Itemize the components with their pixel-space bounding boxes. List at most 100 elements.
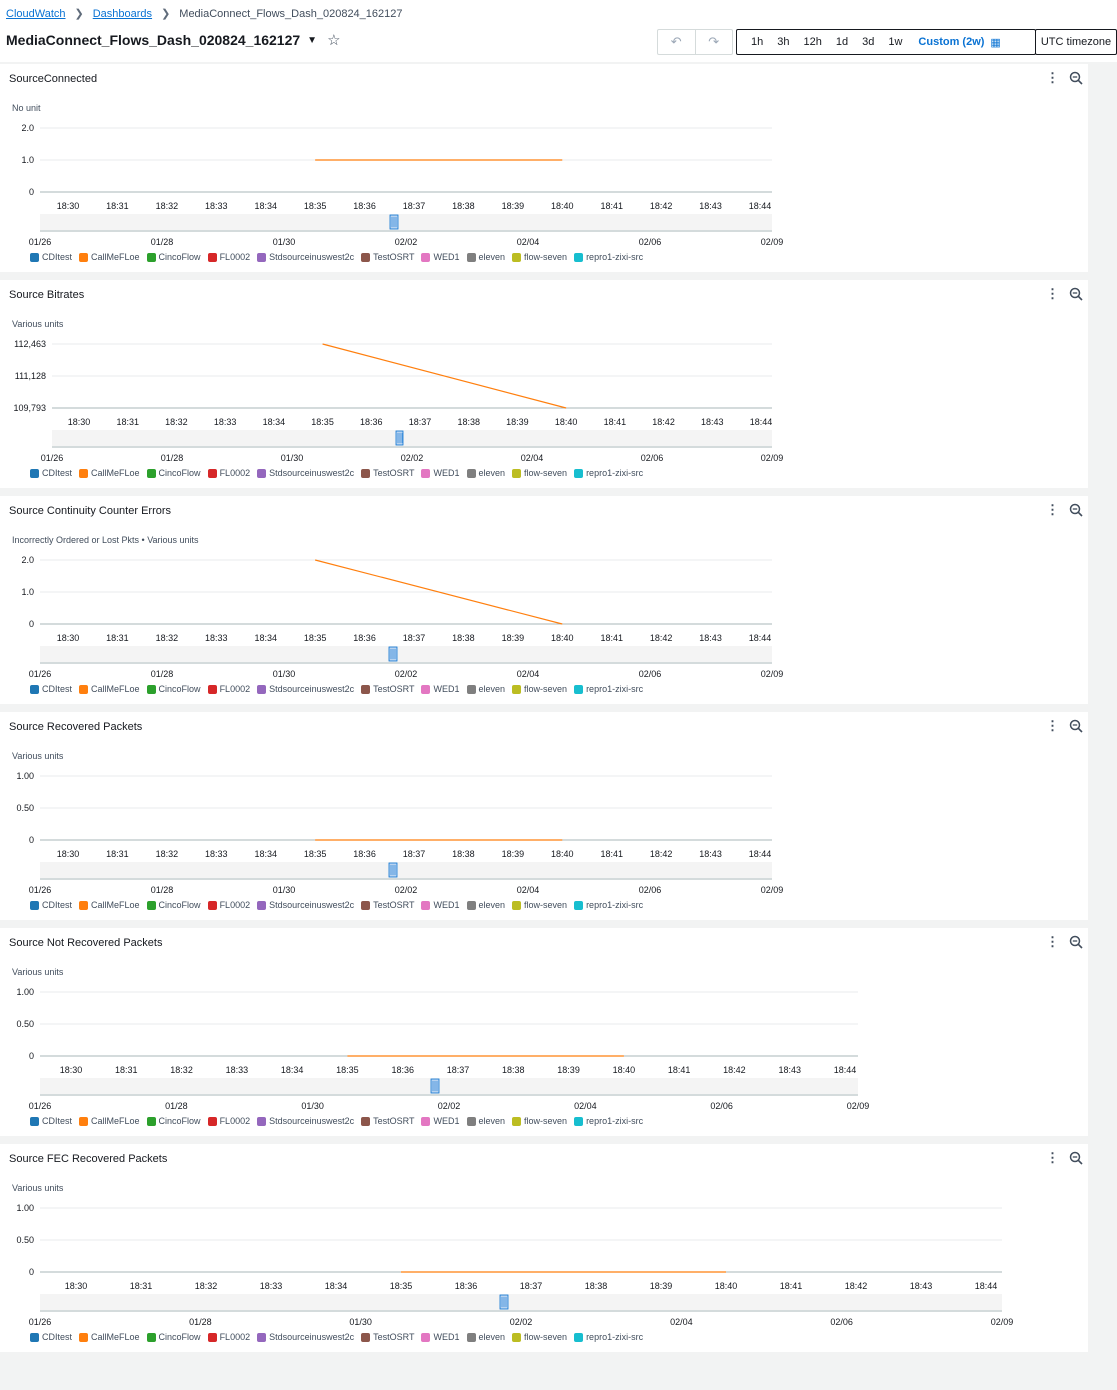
widget-actions-menu-icon[interactable]: ⋮ [1046, 718, 1059, 733]
legend-item[interactable]: CDItest [30, 468, 72, 478]
legend-item[interactable]: CincoFlow [146, 1332, 201, 1342]
legend-item[interactable]: CallMeFLoe [79, 1116, 140, 1126]
legend-swatch [207, 252, 217, 262]
legend-item[interactable]: WED1 [421, 1332, 460, 1342]
time-navigator[interactable] [40, 1078, 858, 1094]
legend-item[interactable]: FL0002 [207, 684, 250, 694]
legend-item[interactable]: repro1-zixi-src [574, 468, 643, 478]
timezone-dropdown[interactable]: UTC timezone [1035, 29, 1117, 55]
legend-item[interactable]: CincoFlow [146, 1116, 201, 1126]
legend-item[interactable]: FL0002 [207, 468, 250, 478]
legend-item[interactable]: eleven [466, 1116, 505, 1126]
legend-item[interactable]: CallMeFLoe [79, 252, 140, 262]
widget-actions-menu-icon[interactable]: ⋮ [1046, 1150, 1059, 1165]
calendar-icon[interactable]: ▦ [990, 36, 1001, 49]
legend-item[interactable]: flow-seven [512, 468, 567, 478]
legend-item[interactable]: repro1-zixi-src [574, 684, 643, 694]
zoom-out-icon[interactable] [1069, 71, 1083, 85]
legend-item[interactable]: flow-seven [512, 900, 567, 910]
legend-item[interactable]: eleven [466, 684, 505, 694]
widget-actions-menu-icon[interactable]: ⋮ [1046, 70, 1059, 85]
range-1d-button[interactable]: 1d [835, 36, 849, 48]
widget-actions-menu-icon[interactable]: ⋮ [1046, 286, 1059, 301]
legend-item[interactable]: Stdsourceinuswest2c [257, 900, 354, 910]
legend-item[interactable]: Stdsourceinuswest2c [257, 1332, 354, 1342]
legend-item[interactable]: WED1 [421, 468, 460, 478]
legend-item[interactable]: CallMeFLoe [79, 900, 140, 910]
legend-item[interactable]: CincoFlow [146, 900, 201, 910]
legend-item[interactable]: WED1 [421, 252, 460, 262]
legend-item[interactable]: TestOSRT [361, 900, 414, 910]
zoom-out-icon[interactable] [1069, 1151, 1083, 1165]
legend-item[interactable]: Stdsourceinuswest2c [257, 468, 354, 478]
legend-item[interactable]: WED1 [421, 1116, 460, 1126]
legend-item[interactable]: CDItest [30, 252, 72, 262]
legend-item[interactable]: FL0002 [207, 252, 250, 262]
legend-item[interactable]: CallMeFLoe [79, 684, 140, 694]
legend-item[interactable]: FL0002 [207, 1116, 250, 1126]
range-1h-button[interactable]: 1h [751, 36, 764, 48]
legend-item[interactable]: FL0002 [207, 900, 250, 910]
legend-item[interactable]: CallMeFLoe [79, 1332, 140, 1342]
zoom-out-icon[interactable] [1069, 503, 1083, 517]
time-navigator[interactable] [40, 862, 772, 878]
legend-label: TestOSRT [373, 468, 415, 478]
time-navigator[interactable] [52, 430, 772, 446]
legend-item[interactable]: eleven [466, 1332, 505, 1342]
breadcrumb-dashboards-link[interactable]: Dashboards [92, 7, 153, 20]
range-1w-button[interactable]: 1w [888, 36, 903, 48]
legend-item[interactable]: TestOSRT [361, 1332, 414, 1342]
legend-item[interactable]: Stdsourceinuswest2c [257, 684, 354, 694]
legend-item[interactable]: eleven [466, 468, 505, 478]
legend-item[interactable]: WED1 [421, 900, 460, 910]
dashboard-dropdown-caret-icon[interactable]: ▼ [307, 34, 318, 46]
legend-item[interactable]: CDItest [30, 900, 72, 910]
redo-button[interactable]: ↷ [694, 30, 733, 54]
legend-item[interactable]: CincoFlow [146, 684, 201, 694]
time-navigator[interactable] [40, 214, 772, 230]
legend-item[interactable]: TestOSRT [361, 684, 414, 694]
legend-item[interactable]: CincoFlow [146, 468, 201, 478]
range-3d-button[interactable]: 3d [862, 36, 875, 48]
legend-item[interactable]: CDItest [30, 1116, 72, 1126]
zoom-out-icon[interactable] [1069, 935, 1083, 949]
range-12h-button[interactable]: 12h [803, 36, 822, 48]
range-3h-button[interactable]: 3h [777, 36, 790, 48]
favorite-star-icon[interactable]: ☆ [327, 32, 341, 49]
series-line[interactable] [314, 559, 563, 625]
series-line[interactable] [322, 343, 567, 409]
undo-button[interactable]: ↶ [670, 34, 682, 49]
legend-item[interactable]: FL0002 [207, 1332, 250, 1342]
legend-item[interactable]: Stdsourceinuswest2c [257, 252, 354, 262]
legend-item[interactable]: repro1-zixi-src [574, 1116, 643, 1126]
time-navigator[interactable] [40, 646, 772, 662]
zoom-out-icon[interactable] [1069, 719, 1083, 733]
zoom-out-icon[interactable] [1069, 287, 1083, 301]
legend-item[interactable]: TestOSRT [361, 252, 414, 262]
legend-item[interactable]: CDItest [30, 684, 72, 694]
legend-item[interactable]: CincoFlow [146, 252, 201, 262]
legend-item[interactable]: TestOSRT [361, 468, 414, 478]
x-tick-label: 18:30 [68, 417, 91, 427]
legend-item[interactable]: TestOSRT [361, 1116, 414, 1126]
legend-item[interactable]: Stdsourceinuswest2c [257, 1116, 354, 1126]
legend-item[interactable]: CDItest [30, 1332, 72, 1342]
widget-actions-menu-icon[interactable]: ⋮ [1046, 502, 1059, 517]
navigator-tick-label: 02/02 [401, 453, 424, 463]
legend-item[interactable]: flow-seven [512, 684, 567, 694]
legend-item[interactable]: eleven [466, 252, 505, 262]
legend-item[interactable]: flow-seven [512, 1332, 567, 1342]
navigator-selection-handle[interactable] [395, 430, 404, 446]
legend-item[interactable]: repro1-zixi-src [574, 900, 643, 910]
time-navigator[interactable] [40, 1294, 1002, 1310]
legend-item[interactable]: flow-seven [512, 252, 567, 262]
legend-item[interactable]: eleven [466, 900, 505, 910]
range-custom-button[interactable]: Custom (2w) [918, 36, 985, 48]
legend-item[interactable]: repro1-zixi-src [574, 1332, 643, 1342]
widget-actions-menu-icon[interactable]: ⋮ [1046, 934, 1059, 949]
legend-item[interactable]: CallMeFLoe [79, 468, 140, 478]
breadcrumb-cloudwatch-link[interactable]: CloudWatch [6, 7, 66, 20]
legend-item[interactable]: flow-seven [512, 1116, 567, 1126]
legend-item[interactable]: WED1 [421, 684, 460, 694]
legend-item[interactable]: repro1-zixi-src [574, 252, 643, 262]
